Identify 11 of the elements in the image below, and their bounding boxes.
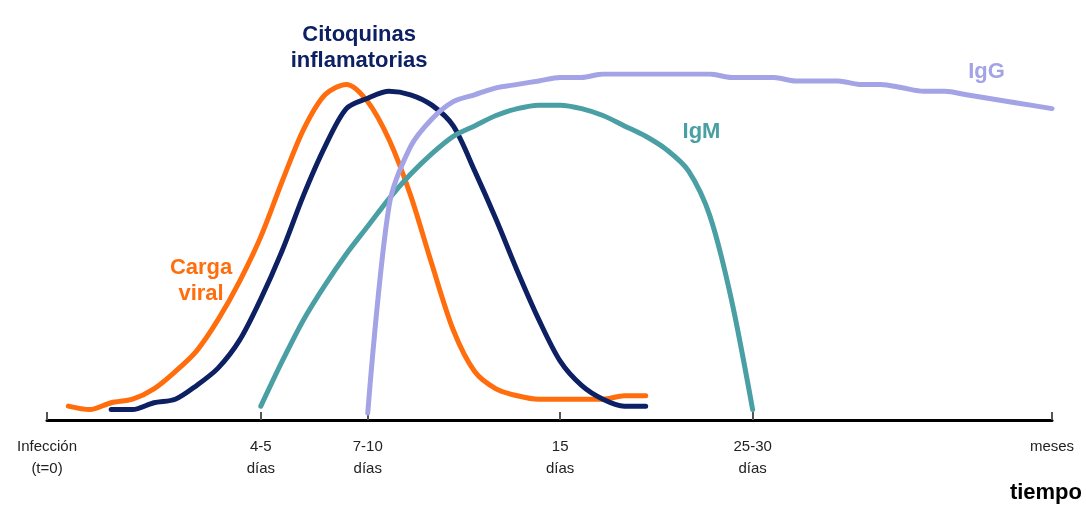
x-tick-label: 15 días <box>546 436 575 476</box>
x-tick-label: Infección (t=0) <box>16 436 78 476</box>
x-tick-label: meses <box>1029 436 1075 454</box>
x-axis-title: tiempo <box>1009 478 1082 504</box>
x-tick-label: 25-30 días <box>733 436 772 476</box>
x-tick-label: 7-10 días <box>352 436 383 476</box>
series-label: IgM <box>682 118 721 144</box>
series-label: IgG <box>968 58 1005 84</box>
series-label: Citoquinas inflamatorias <box>290 20 428 72</box>
x-tick-label: 4-5 días <box>246 436 276 476</box>
series-label: Carga viral <box>169 254 234 306</box>
